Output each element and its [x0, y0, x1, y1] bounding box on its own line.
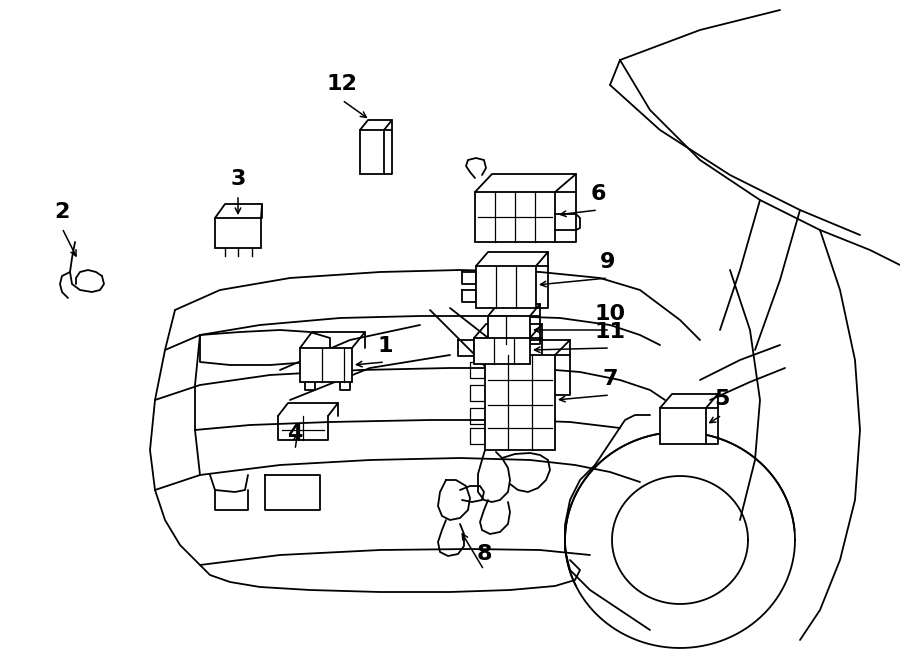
Bar	[660, 408, 706, 444]
Text: 11: 11	[595, 322, 625, 342]
Text: 4: 4	[287, 424, 302, 444]
Text: 5: 5	[715, 389, 730, 409]
Text: 1: 1	[377, 336, 392, 356]
Bar	[476, 266, 536, 308]
Text: 7: 7	[602, 369, 617, 389]
Bar	[475, 192, 555, 242]
Text: 6: 6	[590, 184, 606, 204]
Text: 9: 9	[600, 252, 616, 272]
Text: 10: 10	[594, 304, 625, 324]
Text: 12: 12	[327, 74, 357, 94]
Bar	[488, 316, 530, 344]
Bar	[474, 338, 530, 364]
Text: 8: 8	[476, 544, 491, 564]
Bar	[485, 355, 555, 450]
Text: 2: 2	[54, 202, 69, 222]
Bar	[360, 130, 384, 174]
Bar	[215, 218, 261, 248]
Bar	[300, 348, 352, 382]
Text: 3: 3	[230, 169, 246, 189]
